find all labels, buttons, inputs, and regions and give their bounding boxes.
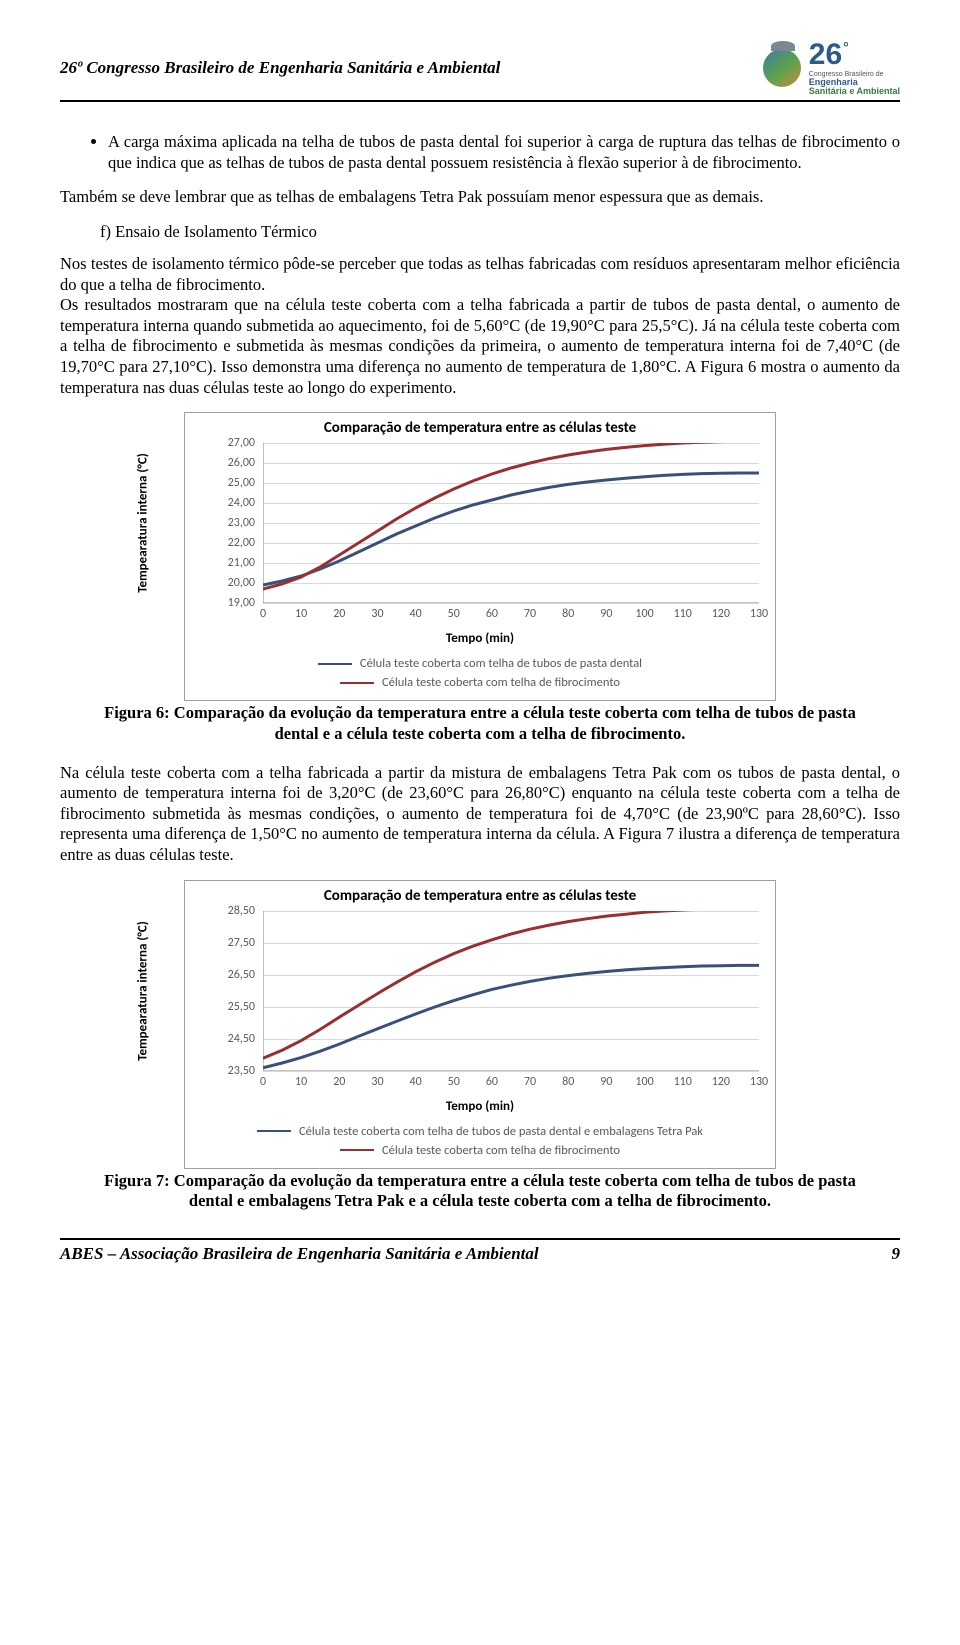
x-tick-label: 60 (486, 607, 498, 621)
series-line (263, 965, 759, 1067)
y-tick-label: 26,50 (228, 968, 255, 982)
x-tick-label: 120 (712, 1075, 730, 1089)
logo-number: 26 (809, 40, 842, 70)
x-tick-label: 30 (371, 607, 383, 621)
legend-label: Célula teste coberta com telha de fibroc… (382, 1143, 620, 1158)
y-tick-label: 26,00 (228, 456, 255, 470)
legend-item: Célula teste coberta com telha de tubos … (257, 1124, 703, 1139)
header-title: 26º Congresso Brasileiro de Engenharia S… (60, 58, 500, 78)
chart-title: Comparação de temperatura entre as célul… (185, 413, 775, 443)
x-tick-label: 10 (295, 607, 307, 621)
figure-7-wrap: Comparação de temperatura entre as célul… (60, 880, 900, 1169)
x-tick-label: 130 (750, 1075, 768, 1089)
y-tick-label: 23,00 (228, 516, 255, 530)
legend-item: Célula teste coberta com telha de fibroc… (340, 1143, 620, 1158)
chart-legend: Célula teste coberta com telha de tubos … (185, 1116, 775, 1168)
y-tick-label: 28,50 (228, 904, 255, 918)
legend-swatch (318, 663, 352, 665)
x-tick-label: 70 (524, 1075, 536, 1089)
legend-label: Célula teste coberta com telha de tubos … (299, 1124, 703, 1139)
x-tick-label: 120 (712, 607, 730, 621)
x-tick-label: 90 (600, 607, 612, 621)
x-tick-label: 60 (486, 1075, 498, 1089)
x-axis-label: Tempo (min) (185, 1093, 775, 1116)
legend-swatch (257, 1130, 291, 1132)
x-tick-label: 80 (562, 1075, 574, 1089)
y-tick-label: 27,50 (228, 936, 255, 950)
x-tick-label: 50 (448, 607, 460, 621)
figure-7-chart: Comparação de temperatura entre as célul… (184, 880, 776, 1169)
y-tick-label: 23,50 (228, 1064, 255, 1078)
x-tick-label: 110 (674, 1075, 692, 1089)
logo-line3: Sanitária e Ambiental (809, 87, 900, 96)
y-tick-label: 27,00 (228, 436, 255, 450)
y-tick-label: 20,00 (228, 576, 255, 590)
x-tick-label: 20 (333, 1075, 345, 1089)
logo-degree-icon: ° (843, 40, 849, 54)
x-axis-label: Tempo (min) (185, 625, 775, 648)
bullet-item: A carga máxima aplicada na telha de tubo… (108, 132, 900, 173)
x-tick-label: 70 (524, 607, 536, 621)
logo-text: 26° Congresso Brasileiro de Engenharia S… (809, 40, 900, 96)
y-tick-label: 21,00 (228, 556, 255, 570)
legend-item: Célula teste coberta com telha de tubos … (318, 656, 642, 671)
y-tick-label: 25,00 (228, 476, 255, 490)
y-tick-label: 19,00 (228, 596, 255, 610)
page-footer: ABES – Associação Brasileira de Engenhar… (60, 1238, 900, 1264)
plot-area: Tempearatura interna (°C)23,5024,5025,50… (263, 911, 759, 1071)
globe-icon (763, 49, 801, 87)
x-tick-label: 110 (674, 607, 692, 621)
series-line (263, 473, 759, 585)
gridline (263, 1071, 759, 1072)
x-tick-label: 10 (295, 1075, 307, 1089)
plot-area: Tempearatura interna (°C)19,0020,0021,00… (263, 443, 759, 603)
x-tick-label: 0 (260, 1075, 266, 1089)
figure-6-chart: Comparação de temperatura entre as célul… (184, 412, 776, 701)
paragraph-3: Os resultados mostraram que na célula te… (60, 295, 900, 398)
x-tick-label: 100 (635, 607, 653, 621)
x-tick-label: 40 (410, 1075, 422, 1089)
x-tick-label: 80 (562, 607, 574, 621)
figure-6-caption: Figura 6: Comparação da evolução da temp… (100, 703, 860, 744)
x-tick-label: 100 (635, 1075, 653, 1089)
figure-7-caption: Figura 7: Comparação da evolução da temp… (100, 1171, 860, 1212)
y-tick-label: 24,50 (228, 1032, 255, 1046)
legend-item: Célula teste coberta com telha de fibroc… (340, 675, 620, 690)
legend-swatch (340, 682, 374, 684)
y-tick-label: 22,00 (228, 536, 255, 550)
paragraph-1: Também se deve lembrar que as telhas de … (60, 187, 900, 208)
chart-title: Comparação de temperatura entre as célul… (185, 881, 775, 911)
bullet-list: A carga máxima aplicada na telha de tubo… (60, 132, 900, 173)
section-heading-f: f) Ensaio de Isolamento Térmico (100, 222, 900, 242)
page-header: 26º Congresso Brasileiro de Engenharia S… (60, 40, 900, 102)
congress-logo: 26° Congresso Brasileiro de Engenharia S… (763, 40, 900, 96)
chart-legend: Célula teste coberta com telha de tubos … (185, 648, 775, 700)
series-line (263, 443, 759, 589)
footer-org: ABES – Associação Brasileira de Engenhar… (60, 1244, 539, 1264)
paragraph-2: Nos testes de isolamento térmico pôde-se… (60, 254, 900, 295)
x-tick-label: 90 (600, 1075, 612, 1089)
y-axis-label: Tempearatura interna (°C) (136, 921, 151, 1061)
footer-page-number: 9 (892, 1244, 901, 1264)
page: 26º Congresso Brasileiro de Engenharia S… (0, 0, 960, 1294)
x-tick-label: 0 (260, 607, 266, 621)
y-tick-label: 24,00 (228, 496, 255, 510)
gridline (263, 603, 759, 604)
x-tick-label: 50 (448, 1075, 460, 1089)
legend-swatch (340, 1149, 374, 1151)
x-tick-label: 130 (750, 607, 768, 621)
y-tick-label: 25,50 (228, 1000, 255, 1014)
legend-label: Célula teste coberta com telha de fibroc… (382, 675, 620, 690)
x-tick-label: 30 (371, 1075, 383, 1089)
figure-6-wrap: Comparação de temperatura entre as célul… (60, 412, 900, 701)
y-axis-label: Tempearatura interna (°C) (136, 453, 151, 593)
legend-label: Célula teste coberta com telha de tubos … (360, 656, 642, 671)
x-tick-label: 40 (410, 607, 422, 621)
paragraph-4: Na célula teste coberta com a telha fabr… (60, 763, 900, 866)
x-tick-label: 20 (333, 607, 345, 621)
